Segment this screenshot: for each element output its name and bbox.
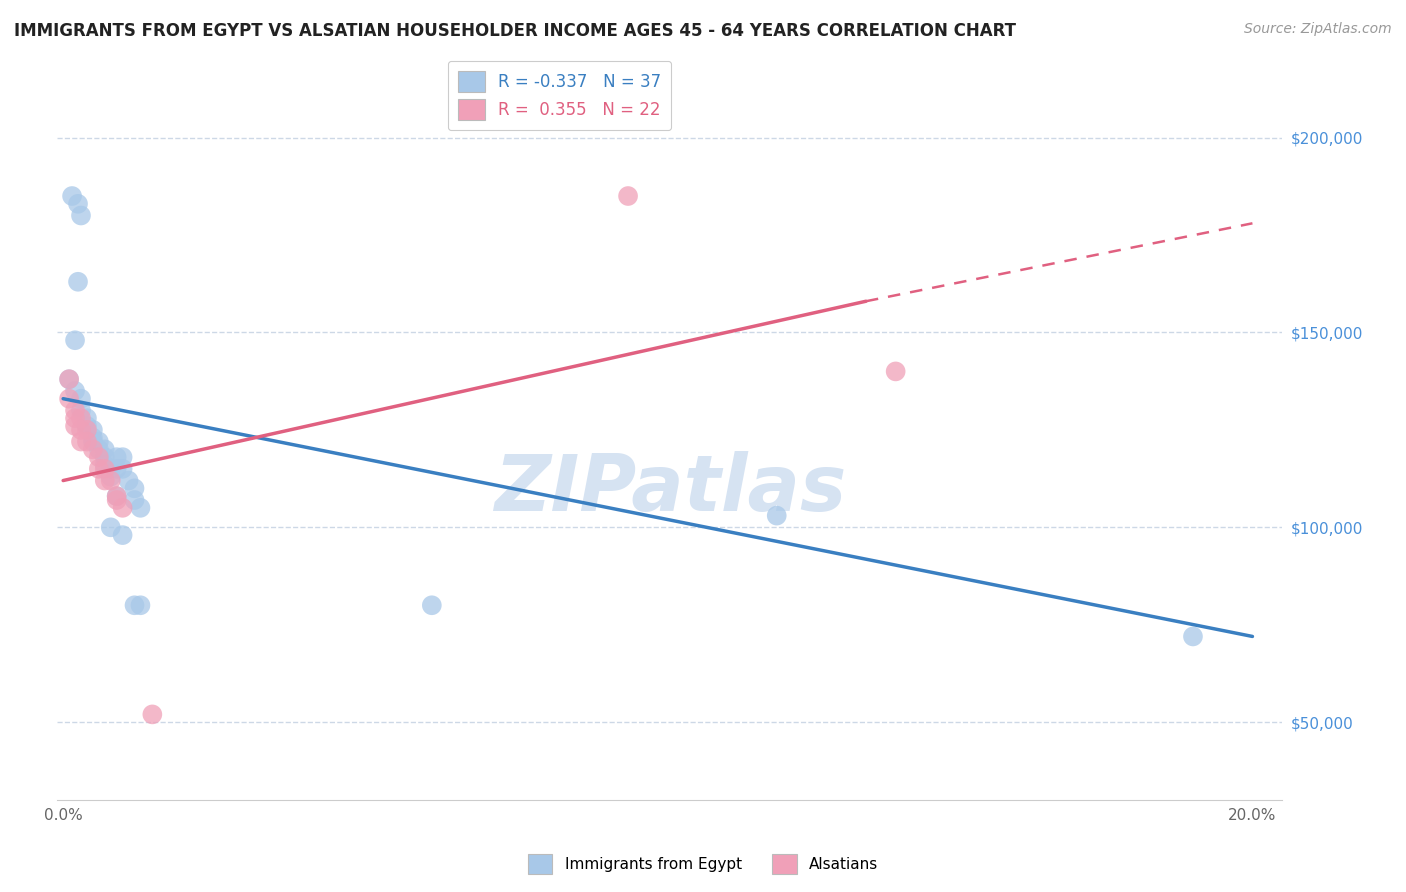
Point	[124, 599, 146, 613]
Point	[105, 462, 128, 476]
Point	[63, 333, 86, 347]
Point	[87, 450, 110, 465]
Point	[105, 489, 128, 503]
Point	[100, 462, 122, 476]
Point	[63, 403, 86, 417]
Point	[58, 392, 80, 406]
Point	[60, 189, 83, 203]
Point	[87, 434, 110, 449]
Point	[66, 196, 89, 211]
Point	[82, 431, 104, 445]
Point	[94, 458, 117, 472]
Point	[1181, 630, 1204, 644]
Point	[111, 528, 134, 542]
Point	[82, 423, 104, 437]
Point	[66, 275, 89, 289]
Point	[70, 423, 93, 437]
Point	[70, 392, 93, 406]
Point	[76, 419, 98, 434]
Point	[87, 442, 110, 457]
Point	[129, 599, 152, 613]
Point	[70, 411, 93, 425]
Point	[884, 364, 907, 378]
Point	[76, 411, 98, 425]
Point	[100, 474, 122, 488]
Point	[111, 500, 134, 515]
Point	[105, 489, 128, 503]
Point	[111, 462, 134, 476]
Point	[117, 474, 139, 488]
Point	[100, 520, 122, 534]
Point	[70, 209, 93, 223]
Point	[70, 403, 93, 417]
Legend: R = -0.337   N = 37, R =  0.355   N = 22: R = -0.337 N = 37, R = 0.355 N = 22	[449, 61, 671, 130]
Point	[129, 500, 152, 515]
Point	[124, 481, 146, 495]
Point	[141, 707, 163, 722]
Point	[87, 462, 110, 476]
Text: Source: ZipAtlas.com: Source: ZipAtlas.com	[1244, 22, 1392, 37]
Point	[63, 384, 86, 398]
Point	[76, 423, 98, 437]
Point	[94, 450, 117, 465]
Point	[82, 434, 104, 449]
Point	[70, 434, 93, 449]
Point	[94, 474, 117, 488]
Point	[94, 442, 117, 457]
Point	[58, 372, 80, 386]
Text: ZIPatlas: ZIPatlas	[494, 451, 846, 527]
Point	[105, 493, 128, 508]
Point	[58, 372, 80, 386]
Point	[76, 434, 98, 449]
Point	[124, 493, 146, 508]
Point	[82, 442, 104, 457]
Point	[420, 599, 443, 613]
Point	[111, 450, 134, 465]
Point	[63, 419, 86, 434]
Point	[63, 411, 86, 425]
Point	[94, 462, 117, 476]
Point	[617, 189, 640, 203]
Text: IMMIGRANTS FROM EGYPT VS ALSATIAN HOUSEHOLDER INCOME AGES 45 - 64 YEARS CORRELAT: IMMIGRANTS FROM EGYPT VS ALSATIAN HOUSEH…	[14, 22, 1017, 40]
Point	[100, 469, 122, 483]
Point	[105, 450, 128, 465]
Point	[765, 508, 787, 523]
Legend: Immigrants from Egypt, Alsatians: Immigrants from Egypt, Alsatians	[522, 848, 884, 880]
